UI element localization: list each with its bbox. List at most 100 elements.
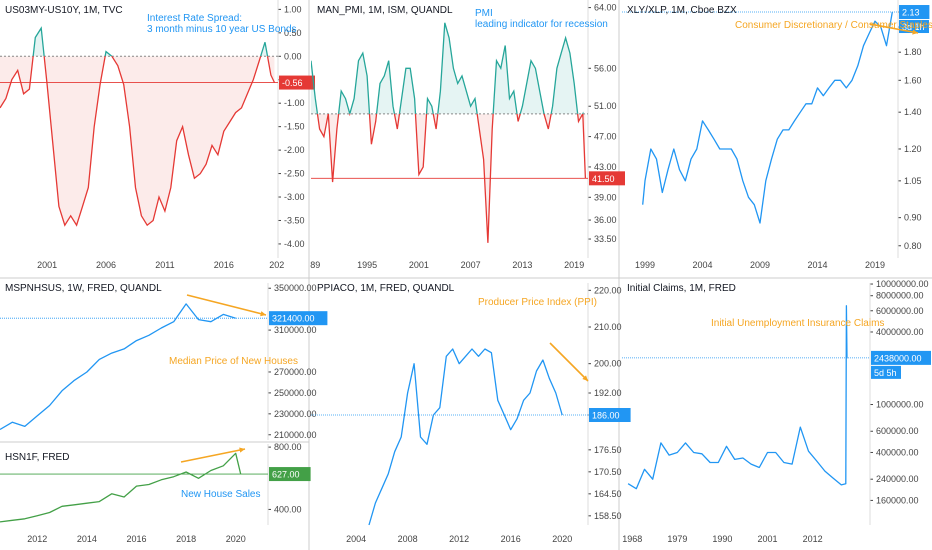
last-value-label: 321400.00 [272,314,315,324]
annotation-hsn1f: New House Sales [181,489,261,500]
chart-us03my: 1.000.500.00-0.50-1.00-1.50-2.00-2.50-3.… [0,0,315,270]
y-tick-label: 0.90 [904,213,922,223]
chart-mspnhsus: 350000.00 310000.00 270000.00 250000.00 2300… [0,283,328,440]
area-above-threshold [311,22,583,114]
series-line [642,11,893,224]
x-tick-label: 2004 [692,260,712,270]
last-value-badge [589,408,631,422]
x-tick-label: 2008 [398,534,418,544]
y-tick-label: 1.80 [904,47,922,57]
y-tick-label: 64.00 [594,3,617,13]
y-tick-label: 230000.00 [274,409,317,419]
last-value-label: 2438000.00 [874,353,922,363]
y-tick-label: -2.50 [284,169,305,179]
trend-arrow-ppiaco-head [582,375,588,381]
last-value-badge [279,75,315,90]
y-tick-label: 8000000.00 [876,291,924,301]
x-tick-label: 2001 [409,260,429,270]
y-tick-label: 47.00 [594,132,617,142]
x-tick-label: 2012 [27,534,47,544]
series-line [368,348,563,526]
y-tick-label: -3.50 [284,215,305,225]
y-tick-label: 0.00 [284,51,302,61]
y-tick-label: -4.00 [284,239,305,249]
last-value-badge [899,5,930,20]
y-tick-label: 1.60 [904,75,922,85]
x-tick-label: 89 [310,260,320,270]
y-tick-label: 200.00 [594,359,622,369]
y-tick-label: 164.50 [594,489,622,499]
last-value-badge [269,467,311,482]
last-value-label: 186.00 [592,411,620,421]
x-tick-label: 2016 [126,534,146,544]
y-tick-label: 800.00 [274,442,302,452]
series-line [0,452,242,523]
last-value-label: 2.13 [902,8,920,18]
y-tick-label: 210.00 [594,322,622,332]
y-tick-label: 1.40 [904,107,922,117]
x-tick-label: 2020 [552,534,572,544]
panel-title-ppiaco: PPIACO, 1M, FRED, QUANDL [317,283,455,294]
y-tick-label: 240000.00 [876,474,919,484]
series-line-above [311,22,584,114]
y-tick-label: 310000.00 [274,325,317,335]
chart-xly_xlp: 2.132.001.801.601.401.201.050.900.801999… [622,0,930,270]
series-line-below [0,56,276,227]
y-tick-label: -2.00 [284,145,305,155]
series-line [0,303,236,431]
trend-arrow-hsn1f-head [239,447,245,453]
y-tick-label: 51.00 [594,101,617,111]
y-tick-label: 33.50 [594,234,617,244]
annotation-ppiaco: Producer Price Index (PPI) [478,297,597,308]
trend-arrow-ppiaco [549,342,589,382]
annotation-initial-claims: Initial Unemployment Insurance Claims [711,318,885,329]
x-tick-label: 1990 [712,534,732,544]
x-tick-label: 2011 [155,260,174,270]
annotation-man-pmi: PMI leading indicator for recession [475,8,608,30]
area-below-threshold [0,56,275,226]
y-tick-label: 0.80 [904,241,922,251]
chart-initial_claims: 10000000.00 8000000.00 6000000.00 4000000.0… [622,279,931,544]
y-tick-label: 400.00 [274,504,302,514]
annotation-xly-xlp: Consumer Discretionary / Consumer Staple… [735,20,932,31]
last-value-badge [269,311,328,326]
y-tick-label: 210000.00 [274,430,317,440]
series-line [627,305,848,490]
trend-arrow-mspnhsus [186,294,267,316]
x-tick-label: 1979 [667,534,687,544]
x-tick-label: 1995 [357,260,377,270]
y-tick-label: 36.00 [594,215,617,225]
panel-title-xly-xlp: XLY/XLP, 1M, Cboe BZX [627,5,737,16]
trend-arrow-xly-xlp-head [912,29,918,35]
y-tick-label: 1.20 [904,144,922,154]
y-tick-label: 0.50 [284,28,302,38]
x-tick-label: 2016 [501,534,521,544]
y-tick-label: 6000000.00 [876,306,924,316]
x-tick-label: 2012 [449,534,469,544]
x-tick-label: 2007 [461,260,481,270]
x-tick-label: 2013 [512,260,532,270]
chart-man_pmi: 64.00 56.00 51.00 47.00 43.00 39.00 36.00 33.50… [310,0,625,270]
y-tick-label: 220.00 [594,285,622,295]
countdown-label: 3d 1h [902,22,925,32]
x-tick-label: 2012 [803,534,823,544]
last-value-badge [589,171,625,186]
chart-hsn1f: 800.00 400.00 2012 2014 2016 2018 2020 627.00 [0,442,311,544]
y-tick-label: 39.00 [594,192,617,202]
countdown-label: 5d 5h [874,368,897,378]
y-tick-label: 1.05 [904,176,922,186]
y-tick-label: 4000000.00 [876,327,924,337]
chart-ppiaco: 220.00 210.00 200.00 192.00 186.00 176.50 170.… [311,283,631,544]
x-tick-label: 2016 [214,260,234,270]
x-tick-label: 2004 [346,534,366,544]
annotation-mspnhsus: Median Price of New Houses [169,356,298,367]
x-tick-label: 1968 [622,534,642,544]
y-tick-label: 176.50 [594,445,622,455]
y-tick-label: -3.00 [284,192,305,202]
last-value-badge [871,350,931,365]
x-tick-label: 202 [269,260,284,270]
trend-arrow-hsn1f [180,448,246,463]
y-tick-label: 1000000.00 [876,400,924,410]
countdown-badge [871,365,901,379]
